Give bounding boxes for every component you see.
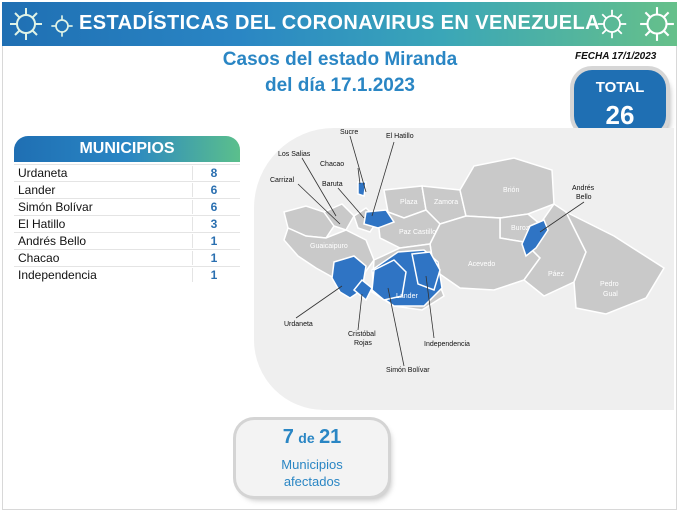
table-row: Andrés Bello 1 (14, 232, 240, 249)
municipio-name: Andrés Bello (18, 234, 87, 248)
region-label-plaza: Plaza (400, 199, 418, 206)
municipio-name: Simón Bolívar (18, 200, 93, 214)
callout-los-salias: Los Salias (278, 151, 311, 158)
municipio-name: El Hatillo (18, 217, 66, 231)
table-row: Chacao 1 (14, 249, 240, 266)
affected-count: 7 (282, 426, 294, 448)
municipio-andres-bello-shape (521, 219, 549, 258)
region-label-pedro-gual-1: Pedro (600, 281, 619, 288)
municipio-name: Lander (18, 183, 56, 197)
callout-cristobal-rojas-2: Rojas (354, 340, 372, 347)
affected-count-line: 7 de 21 (236, 426, 388, 449)
date-label: FECHA 17/1/2023 (575, 51, 657, 62)
municipio-name: Independencia (18, 268, 97, 282)
callout-urdaneta: Urdaneta (284, 321, 313, 328)
municipio-pedro-gual-shape (564, 210, 666, 315)
municipio-independencia-shape (411, 251, 441, 291)
municipios-header: MUNICIPIOS (14, 136, 240, 162)
region-label-buroz: Buroz (511, 225, 530, 232)
region-label-guaicaipuro: Guaicaipuro (310, 243, 348, 250)
municipio-cases: 6 (192, 200, 235, 214)
callout-independencia: Independencia (424, 341, 470, 348)
header-banner: ESTADÍSTICAS DEL CORONAVIRUS EN VENEZUEL… (2, 2, 677, 46)
table-row: Lander 6 (14, 181, 240, 198)
callout-cristobal-rojas-1: Cristóbal (348, 331, 376, 338)
region-label-paez: Páez (548, 271, 564, 278)
municipio-cases: 3 (192, 217, 235, 231)
affected-summary-box: 7 de 21 Municipios afectados (236, 420, 388, 496)
callout-andres-bello-2: Bello (576, 194, 592, 201)
virus-icon (597, 9, 627, 39)
municipio-name: Urdaneta (18, 166, 68, 180)
municipio-simon-bolivar-shape (371, 259, 407, 301)
region-label-lander: Lander (396, 293, 418, 300)
callout-simon-bolivar: Simón Bolívar (386, 367, 430, 374)
virus-icon (640, 7, 674, 41)
table-row: Independencia 1 (14, 266, 240, 283)
total-value: 26 (605, 100, 635, 130)
municipio-el-hatillo-shape (363, 209, 396, 229)
municipio-cases: 6 (192, 183, 235, 197)
affected-caption: Municipios afectados (236, 456, 388, 490)
miranda-map: Brión Plaza Zamora Buroz Paz Castillo Gu… (270, 129, 666, 374)
region-label-pedro-gual-2: Gual (603, 291, 618, 298)
municipios-table: Urdaneta 8 Lander 6 Simón Bolívar 6 El Hati… (14, 164, 240, 283)
municipio-cases: 1 (192, 268, 235, 282)
municipio-los-salias-shape (322, 203, 355, 231)
total-box: TOTAL 26 (574, 70, 666, 134)
callout-chacao: Chacao (320, 161, 344, 168)
municipio-cases: 1 (192, 251, 235, 265)
table-row: Urdaneta 8 (14, 164, 240, 181)
headline-line-1: Casos del estado Miranda (222, 49, 458, 70)
municipio-cases: 1 (192, 234, 235, 248)
region-label-zamora: Zamora (434, 199, 458, 206)
virus-icon (51, 15, 73, 37)
virus-icon (10, 8, 42, 40)
total-label: TOTAL (595, 79, 645, 96)
affected-total: 21 (319, 426, 342, 448)
affected-caption-line-1: Municipios (281, 457, 343, 472)
region-label-paz-castillo: Paz Castillo (399, 229, 436, 236)
region-label-acevedo: Acevedo (468, 261, 495, 268)
callout-andres-bello-1: Andrés (572, 185, 595, 192)
callout-sucre: Sucre (340, 129, 358, 136)
municipio-name: Chacao (18, 251, 60, 265)
table-row: Simón Bolívar 6 (14, 198, 240, 215)
banner-title: ESTADÍSTICAS DEL CORONAVIRUS EN VENEZUEL… (79, 12, 600, 34)
table-row: El Hatillo 3 (14, 215, 240, 232)
callout-el-hatillo: El Hatillo (386, 133, 414, 140)
headline-line-2: del día 17.1.2023 (265, 75, 415, 96)
region-label-brion: Brión (503, 187, 519, 194)
affected-caption-line-2: afectados (283, 474, 341, 489)
callout-carrizal: Carrizal (270, 177, 295, 184)
municipio-cases: 8 (192, 166, 235, 180)
affected-connector: de (298, 430, 315, 446)
callout-baruta: Baruta (322, 181, 343, 188)
